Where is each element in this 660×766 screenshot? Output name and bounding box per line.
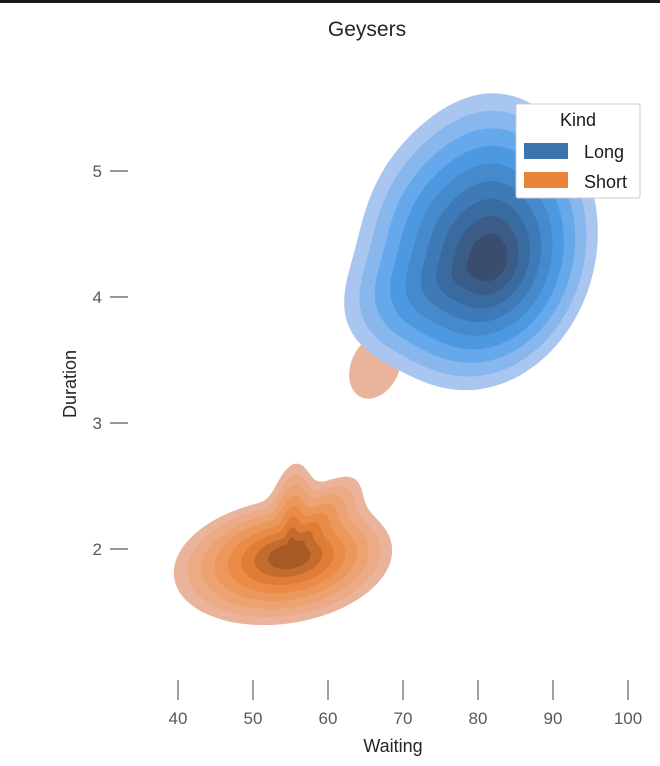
legend-swatch-short xyxy=(524,172,568,188)
y-tick-label: 4 xyxy=(93,288,102,307)
y-axis-title: Duration xyxy=(60,350,80,418)
long-density-level-9 xyxy=(466,233,508,282)
x-tick-label: 50 xyxy=(244,709,263,728)
x-axis: 40 50 60 70 80 90 100 xyxy=(169,680,642,728)
y-tick-label: 2 xyxy=(93,540,102,559)
legend: Kind Long Short xyxy=(515,103,641,199)
legend-title: Kind xyxy=(560,110,596,130)
y-axis: 2 3 4 5 xyxy=(93,162,128,559)
legend-label-short: Short xyxy=(584,172,627,192)
legend-label-long: Long xyxy=(584,142,624,162)
chart-title: Geysers xyxy=(328,18,406,41)
legend-swatch-long xyxy=(524,143,568,159)
window-top-border xyxy=(0,0,660,3)
x-tick-label: 80 xyxy=(469,709,488,728)
x-tick-label: 90 xyxy=(544,709,563,728)
x-tick-label: 70 xyxy=(394,709,413,728)
y-tick-label: 3 xyxy=(93,414,102,433)
y-tick-label: 5 xyxy=(93,162,102,181)
x-tick-label: 40 xyxy=(169,709,188,728)
x-axis-title: Waiting xyxy=(363,736,422,756)
short-density-level-8 xyxy=(268,537,311,570)
short-density-area xyxy=(173,333,402,626)
x-tick-label: 60 xyxy=(319,709,338,728)
x-tick-label: 100 xyxy=(614,709,642,728)
